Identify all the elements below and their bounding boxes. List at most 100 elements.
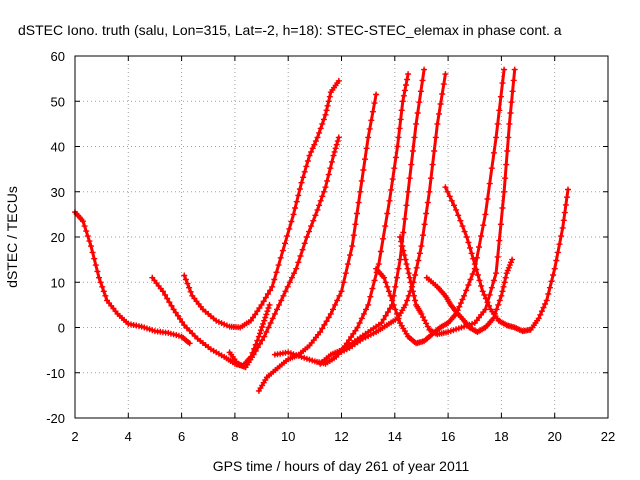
data-point-marker — [409, 148, 416, 154]
y-tick-label: 20 — [51, 230, 65, 245]
data-point-marker — [403, 202, 410, 209]
data-point-marker — [319, 193, 326, 200]
data-point-marker — [421, 317, 428, 324]
data-point-marker — [91, 255, 98, 262]
data-point-marker — [284, 233, 291, 240]
data-point-marker — [490, 277, 497, 284]
data-point-marker — [94, 268, 101, 275]
data-point-marker — [409, 288, 416, 295]
data-point-marker — [476, 277, 483, 284]
data-point-marker — [412, 297, 419, 304]
data-point-marker — [269, 283, 276, 290]
data-point-marker — [405, 188, 412, 195]
data-point-marker — [442, 184, 449, 191]
data-point-marker — [468, 250, 475, 257]
data-point-marker — [324, 102, 331, 109]
data-series — [72, 66, 571, 394]
data-point-marker — [375, 261, 382, 268]
data-point-marker — [336, 292, 343, 299]
data-point-marker — [406, 274, 413, 281]
data-point-marker — [509, 256, 516, 263]
data-point-marker — [405, 270, 412, 277]
data-point-marker — [471, 261, 478, 268]
data-point-marker — [317, 125, 324, 132]
data-point-marker — [252, 311, 259, 318]
data-point-marker — [412, 272, 419, 278]
data-point-marker — [461, 228, 468, 235]
data-point-marker — [304, 158, 311, 164]
data-point-marker — [258, 301, 265, 308]
data-point-marker — [394, 143, 401, 150]
data-point-marker — [333, 141, 340, 148]
data-point-marker — [258, 327, 264, 334]
series-arc-8 — [333, 71, 449, 358]
data-point-marker — [465, 282, 472, 288]
data-point-marker — [371, 277, 378, 284]
data-point-marker — [493, 270, 500, 277]
data-point-marker — [459, 296, 466, 303]
data-point-marker — [311, 141, 318, 148]
series-arc-11 — [423, 256, 516, 335]
data-point-marker — [392, 306, 399, 313]
data-point-marker — [325, 314, 332, 321]
data-point-marker — [295, 259, 302, 266]
data-point-marker — [495, 301, 502, 308]
y-tick-label: 30 — [51, 185, 65, 200]
data-point-marker — [392, 154, 399, 161]
data-point-marker — [247, 317, 254, 324]
data-point-marker — [263, 329, 270, 335]
data-point-marker — [385, 288, 392, 295]
data-point-marker — [499, 288, 506, 295]
data-point-marker — [254, 308, 261, 315]
data-point-marker — [444, 188, 451, 195]
data-point-marker — [367, 293, 374, 300]
series-line — [443, 185, 570, 333]
data-point-marker — [404, 265, 411, 272]
data-point-marker — [551, 265, 558, 272]
data-point-marker — [306, 228, 312, 235]
data-point-marker — [398, 107, 405, 114]
data-point-marker — [177, 315, 183, 322]
data-point-marker — [323, 318, 330, 325]
data-point-marker — [284, 283, 291, 290]
data-point-marker — [405, 71, 412, 78]
data-point-marker — [419, 77, 426, 84]
data-point-marker — [476, 244, 482, 250]
data-point-marker — [510, 77, 517, 84]
data-point-marker — [439, 91, 446, 97]
data-point-marker — [503, 161, 510, 168]
data-point-marker — [320, 188, 327, 195]
data-point-marker — [292, 205, 299, 211]
data-point-marker — [390, 301, 397, 308]
data-point-marker — [266, 301, 273, 308]
data-point-marker — [301, 240, 308, 247]
data-point-marker — [356, 320, 363, 326]
y-tick-label: 10 — [51, 275, 65, 290]
data-point-marker — [325, 98, 332, 105]
data-point-marker — [263, 311, 270, 318]
data-point-marker — [303, 163, 310, 170]
data-point-marker — [397, 256, 404, 263]
data-point-marker — [175, 332, 182, 339]
data-point-marker — [321, 321, 328, 328]
series-arc-5 — [255, 91, 380, 394]
data-point-marker — [332, 301, 339, 308]
data-point-marker — [278, 297, 285, 304]
x-tick-label: 8 — [231, 429, 238, 444]
data-point-marker — [306, 152, 313, 159]
data-point-marker — [499, 80, 506, 87]
data-point-marker — [384, 309, 391, 316]
data-point-marker — [545, 291, 552, 297]
data-point-marker — [88, 243, 94, 250]
data-point-marker — [478, 282, 485, 289]
data-point-marker — [406, 175, 413, 182]
data-point-marker — [389, 176, 396, 183]
data-point-marker — [442, 71, 449, 78]
data-point-marker — [500, 283, 507, 290]
data-point-marker — [405, 292, 412, 299]
data-point-marker — [455, 212, 462, 219]
data-point-marker — [168, 302, 175, 309]
data-point-marker — [470, 255, 477, 262]
data-point-marker — [494, 120, 501, 127]
data-point-marker — [446, 193, 453, 200]
